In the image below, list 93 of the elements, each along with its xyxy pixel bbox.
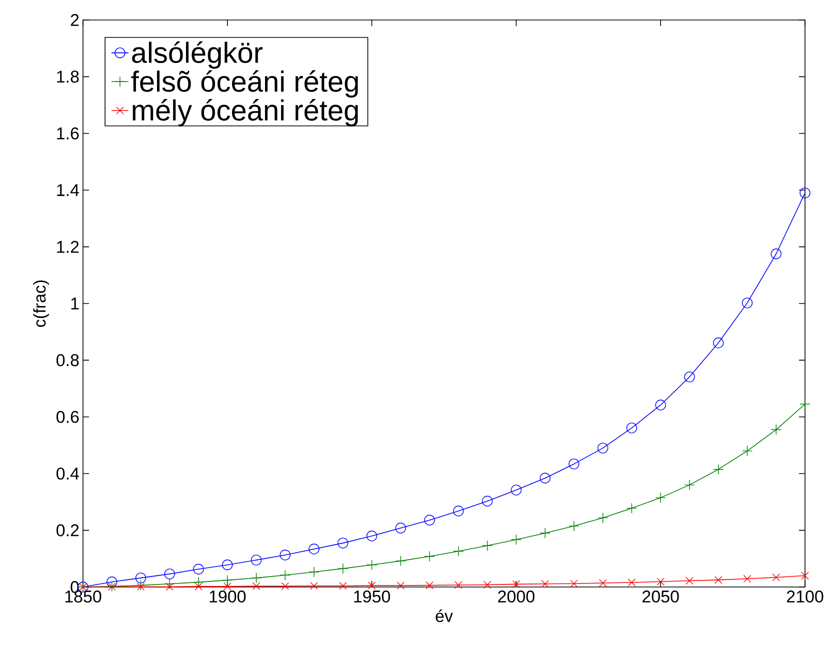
point xyxy=(250,572,262,584)
y-axis-title: c(frac) xyxy=(33,280,50,327)
point xyxy=(568,458,580,470)
point xyxy=(395,522,406,534)
point xyxy=(540,528,550,538)
point xyxy=(597,512,608,524)
point xyxy=(570,580,578,588)
x-tick-label: 2100 xyxy=(786,590,824,603)
point xyxy=(772,573,780,582)
point xyxy=(424,514,435,526)
point xyxy=(742,446,753,456)
point xyxy=(800,398,810,410)
point xyxy=(656,578,664,586)
point xyxy=(136,582,145,591)
point xyxy=(338,563,348,574)
point xyxy=(280,550,291,560)
point xyxy=(713,464,724,475)
x-tick-label: 1850 xyxy=(65,590,102,603)
point xyxy=(483,580,492,589)
point xyxy=(770,248,782,260)
point xyxy=(338,538,348,548)
legend-label: felsõ óceáni réteg xyxy=(131,70,358,98)
point xyxy=(135,580,146,591)
y-tick-label: 0.2 xyxy=(56,524,79,536)
point xyxy=(713,338,724,348)
y-tick-label: 0.8 xyxy=(56,354,79,366)
point xyxy=(626,422,638,434)
x-tick-label: 2000 xyxy=(498,590,534,603)
point xyxy=(310,582,318,590)
y-tick-label: 2 xyxy=(70,14,79,26)
point xyxy=(424,551,435,562)
point xyxy=(512,580,520,588)
point xyxy=(655,400,666,410)
point xyxy=(222,560,233,570)
point xyxy=(308,566,320,578)
point xyxy=(770,424,782,436)
y-tick-label: 1.8 xyxy=(57,70,79,83)
point xyxy=(743,574,752,583)
point xyxy=(224,582,232,590)
point xyxy=(166,582,174,591)
point xyxy=(742,298,753,308)
point xyxy=(597,442,608,454)
point xyxy=(366,530,378,542)
point xyxy=(598,579,607,587)
point xyxy=(193,576,204,588)
y-tick-label: 0.4 xyxy=(56,468,79,480)
point xyxy=(714,576,722,584)
point xyxy=(540,472,550,484)
point xyxy=(453,546,464,557)
x-tick-label: 2050 xyxy=(642,590,679,603)
point xyxy=(482,540,493,551)
point xyxy=(568,520,580,532)
y-tick-label: 0.6 xyxy=(56,410,79,423)
point xyxy=(454,581,462,589)
point xyxy=(628,578,636,586)
point xyxy=(426,581,434,590)
y-tick-label: 1.4 xyxy=(57,184,79,196)
y-tick-label: 1 xyxy=(71,298,79,310)
y-tick-label: 1.2 xyxy=(57,240,79,253)
point xyxy=(164,578,175,590)
point xyxy=(655,492,666,504)
point xyxy=(396,582,405,590)
x-tick-label: 1900 xyxy=(210,590,246,603)
point xyxy=(135,572,146,584)
point xyxy=(684,372,695,382)
x-tick-label: 1950 xyxy=(354,590,390,603)
point xyxy=(193,564,204,574)
point xyxy=(684,480,695,490)
point xyxy=(482,496,493,506)
point xyxy=(280,570,291,580)
point xyxy=(366,560,378,570)
point xyxy=(339,582,347,590)
point xyxy=(686,576,694,585)
point xyxy=(626,502,638,514)
point xyxy=(308,544,320,554)
point xyxy=(194,582,202,590)
point xyxy=(252,582,260,590)
point xyxy=(800,188,810,198)
y-tick-label: 1.6 xyxy=(57,127,79,140)
point xyxy=(368,582,376,590)
point xyxy=(801,572,809,580)
point xyxy=(164,568,175,580)
point xyxy=(395,556,406,566)
point xyxy=(510,484,522,496)
point xyxy=(453,506,464,516)
point xyxy=(510,534,522,546)
point xyxy=(281,582,290,590)
point xyxy=(250,554,262,566)
point xyxy=(222,574,233,586)
point xyxy=(541,580,549,588)
legend-label: alsólégkör xyxy=(132,41,263,69)
x-axis-title: év xyxy=(436,609,453,622)
legend-label: mély óceáni réteg xyxy=(132,99,358,126)
